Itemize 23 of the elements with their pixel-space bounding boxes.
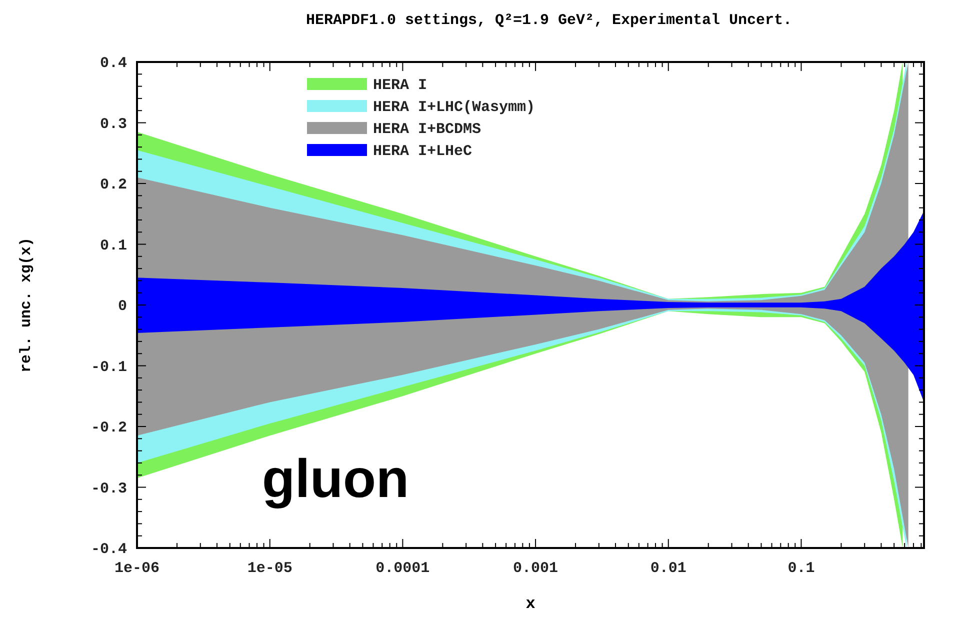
y-tick-label: -0.2 [90, 420, 127, 436]
y-tick-label: 0.1 [100, 237, 127, 254]
x-tick-label: 0.01 [650, 560, 686, 577]
legend-label: HERA I+BCDMS [373, 121, 482, 138]
y-tick-label: -0.1 [90, 358, 127, 376]
y-tick-label: -0.4 [90, 541, 127, 558]
y-tick-label: 0.4 [100, 55, 127, 72]
x-tick-label: 0.001 [513, 560, 558, 577]
legend-label: HERA I+LHeC [373, 143, 472, 160]
y-tick-label: 0.2 [100, 176, 127, 194]
x-axis-title: x [526, 595, 536, 613]
y-tick-label: 0 [118, 298, 127, 315]
y-tick-label: 0.3 [100, 116, 127, 133]
legend-label: HERA I [373, 77, 428, 94]
x-tick-label: 1e-05 [247, 560, 292, 577]
chart-title: HERAPDF1.0 settings, Q²=1.9 GeV², Experimental Uncert. [306, 12, 792, 29]
annotation: gluon [262, 449, 409, 509]
y-axis-title: rel. unc. xg(x) [18, 237, 35, 373]
y-tick-label: -0.3 [90, 480, 127, 498]
legend-label: HERA I+LHC(Wasymm) [373, 99, 536, 116]
x-tick-label: 1e-06 [114, 560, 160, 577]
x-tick-label: 0.1 [788, 560, 815, 577]
x-tick-label: 0.0001 [376, 560, 430, 577]
